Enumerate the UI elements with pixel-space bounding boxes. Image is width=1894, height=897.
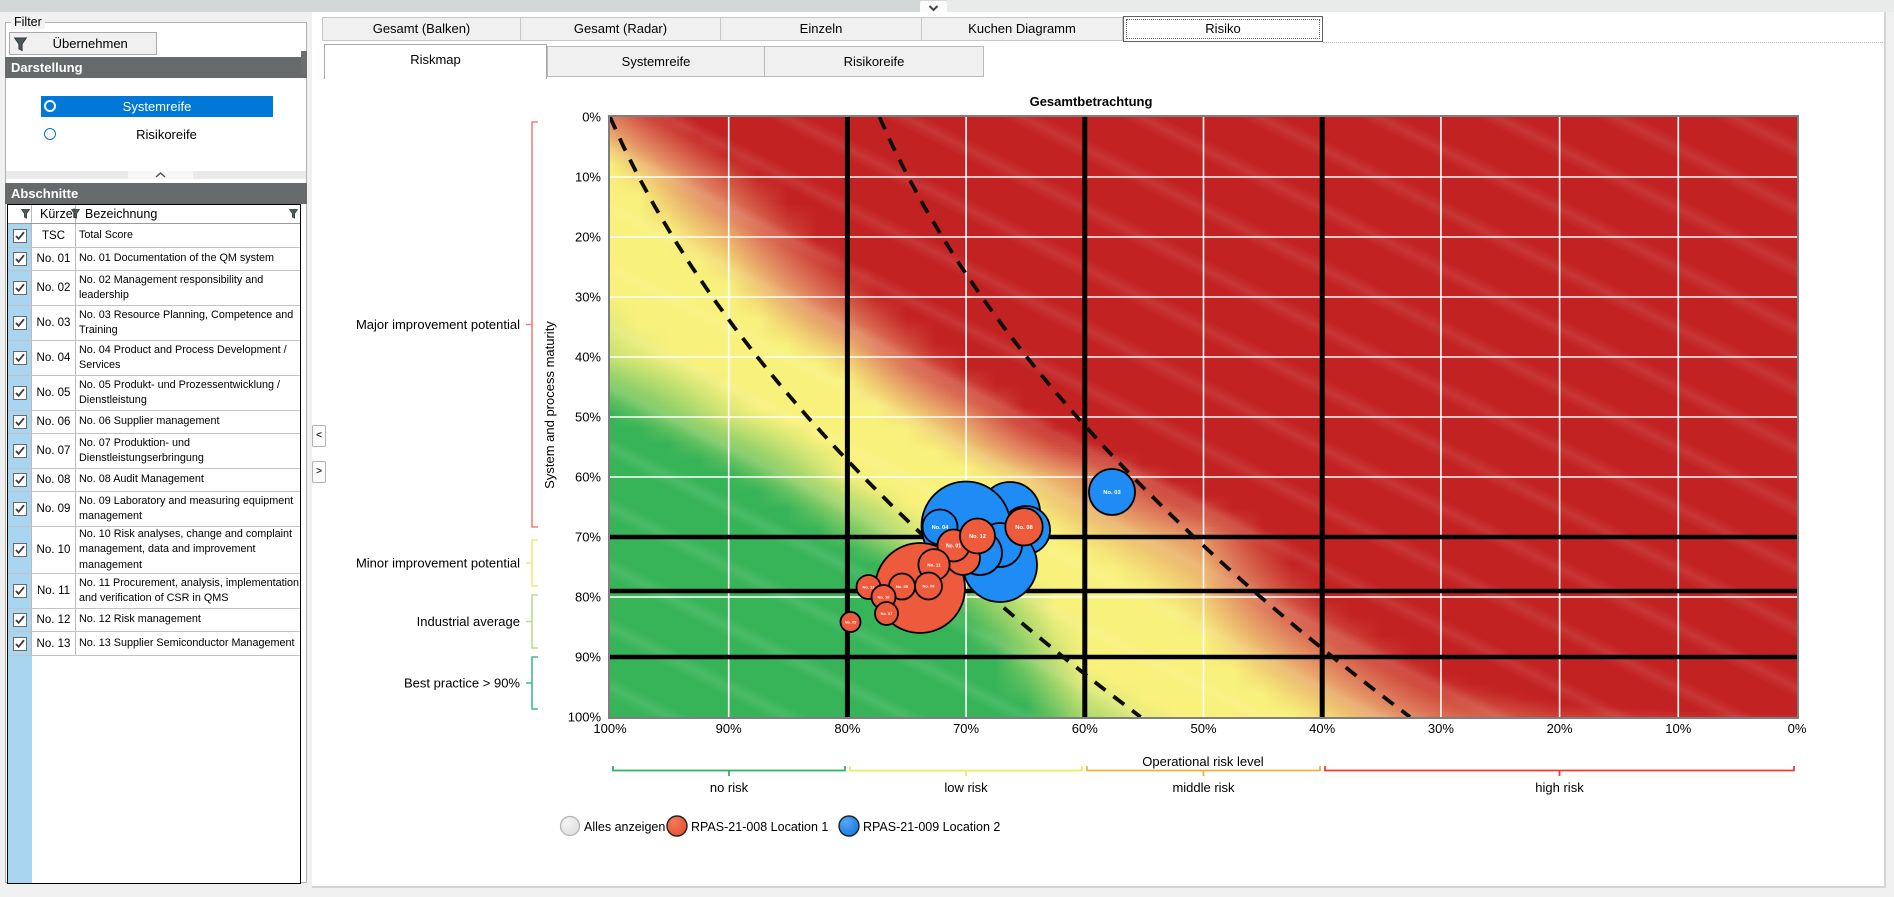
svg-text:No. 03: No. 03 [1103,490,1121,496]
svg-text:RPAS-21-009 Location 2: RPAS-21-009 Location 2 [863,820,1000,834]
svg-text:Major improvement potential: Major improvement potential [356,317,520,332]
svg-text:No. 11: No. 11 [927,562,941,567]
svg-text:Best practice > 90%: Best practice > 90% [404,676,520,691]
svg-text:Gesamtbetrachtung: Gesamtbetrachtung [1030,94,1153,109]
svg-text:0%: 0% [582,110,601,125]
svg-text:No. 10: No. 10 [877,594,890,599]
svg-text:90%: 90% [716,721,742,736]
svg-text:high risk: high risk [1535,780,1584,795]
svg-text:No. 06: No. 06 [922,583,935,588]
svg-text:Industrial average: Industrial average [417,614,520,629]
svg-text:No. 05: No. 05 [845,620,856,624]
svg-text:10%: 10% [1665,721,1691,736]
svg-text:50%: 50% [1190,721,1216,736]
svg-text:100%: 100% [568,710,602,725]
svg-text:No. 09: No. 09 [896,584,909,589]
svg-text:20%: 20% [575,230,601,245]
svg-text:60%: 60% [1072,721,1098,736]
svg-text:100%: 100% [593,721,627,736]
svg-text:Alles anzeigen: Alles anzeigen [584,820,665,834]
svg-text:20%: 20% [1547,721,1573,736]
svg-text:0%: 0% [1788,721,1807,736]
svg-text:40%: 40% [575,350,601,365]
svg-text:70%: 70% [953,721,979,736]
svg-text:RPAS-21-008 Location 1: RPAS-21-008 Location 1 [691,820,828,834]
svg-text:No. 01: No. 01 [946,543,961,549]
svg-text:Minor improvement potential: Minor improvement potential [356,556,520,571]
svg-text:90%: 90% [575,650,601,665]
svg-text:50%: 50% [575,410,601,425]
svg-text:30%: 30% [575,290,601,305]
svg-text:No. 08: No. 08 [1015,525,1033,531]
svg-text:No. 13: No. 13 [862,584,875,589]
svg-text:Operational risk level: Operational risk level [1142,754,1263,769]
svg-text:60%: 60% [575,470,601,485]
svg-text:80%: 80% [834,721,860,736]
svg-text:40%: 40% [1309,721,1335,736]
svg-text:No. 07: No. 07 [881,611,893,616]
svg-text:80%: 80% [575,590,601,605]
svg-text:30%: 30% [1428,721,1454,736]
svg-text:low risk: low risk [944,780,988,795]
svg-text:no risk: no risk [710,780,749,795]
svg-text:10%: 10% [575,170,601,185]
svg-text:No. 04: No. 04 [932,525,950,531]
svg-text:System and process maturity: System and process maturity [542,321,557,489]
svg-text:70%: 70% [575,530,601,545]
svg-text:No. 12: No. 12 [969,534,986,540]
svg-text:middle risk: middle risk [1172,780,1235,795]
